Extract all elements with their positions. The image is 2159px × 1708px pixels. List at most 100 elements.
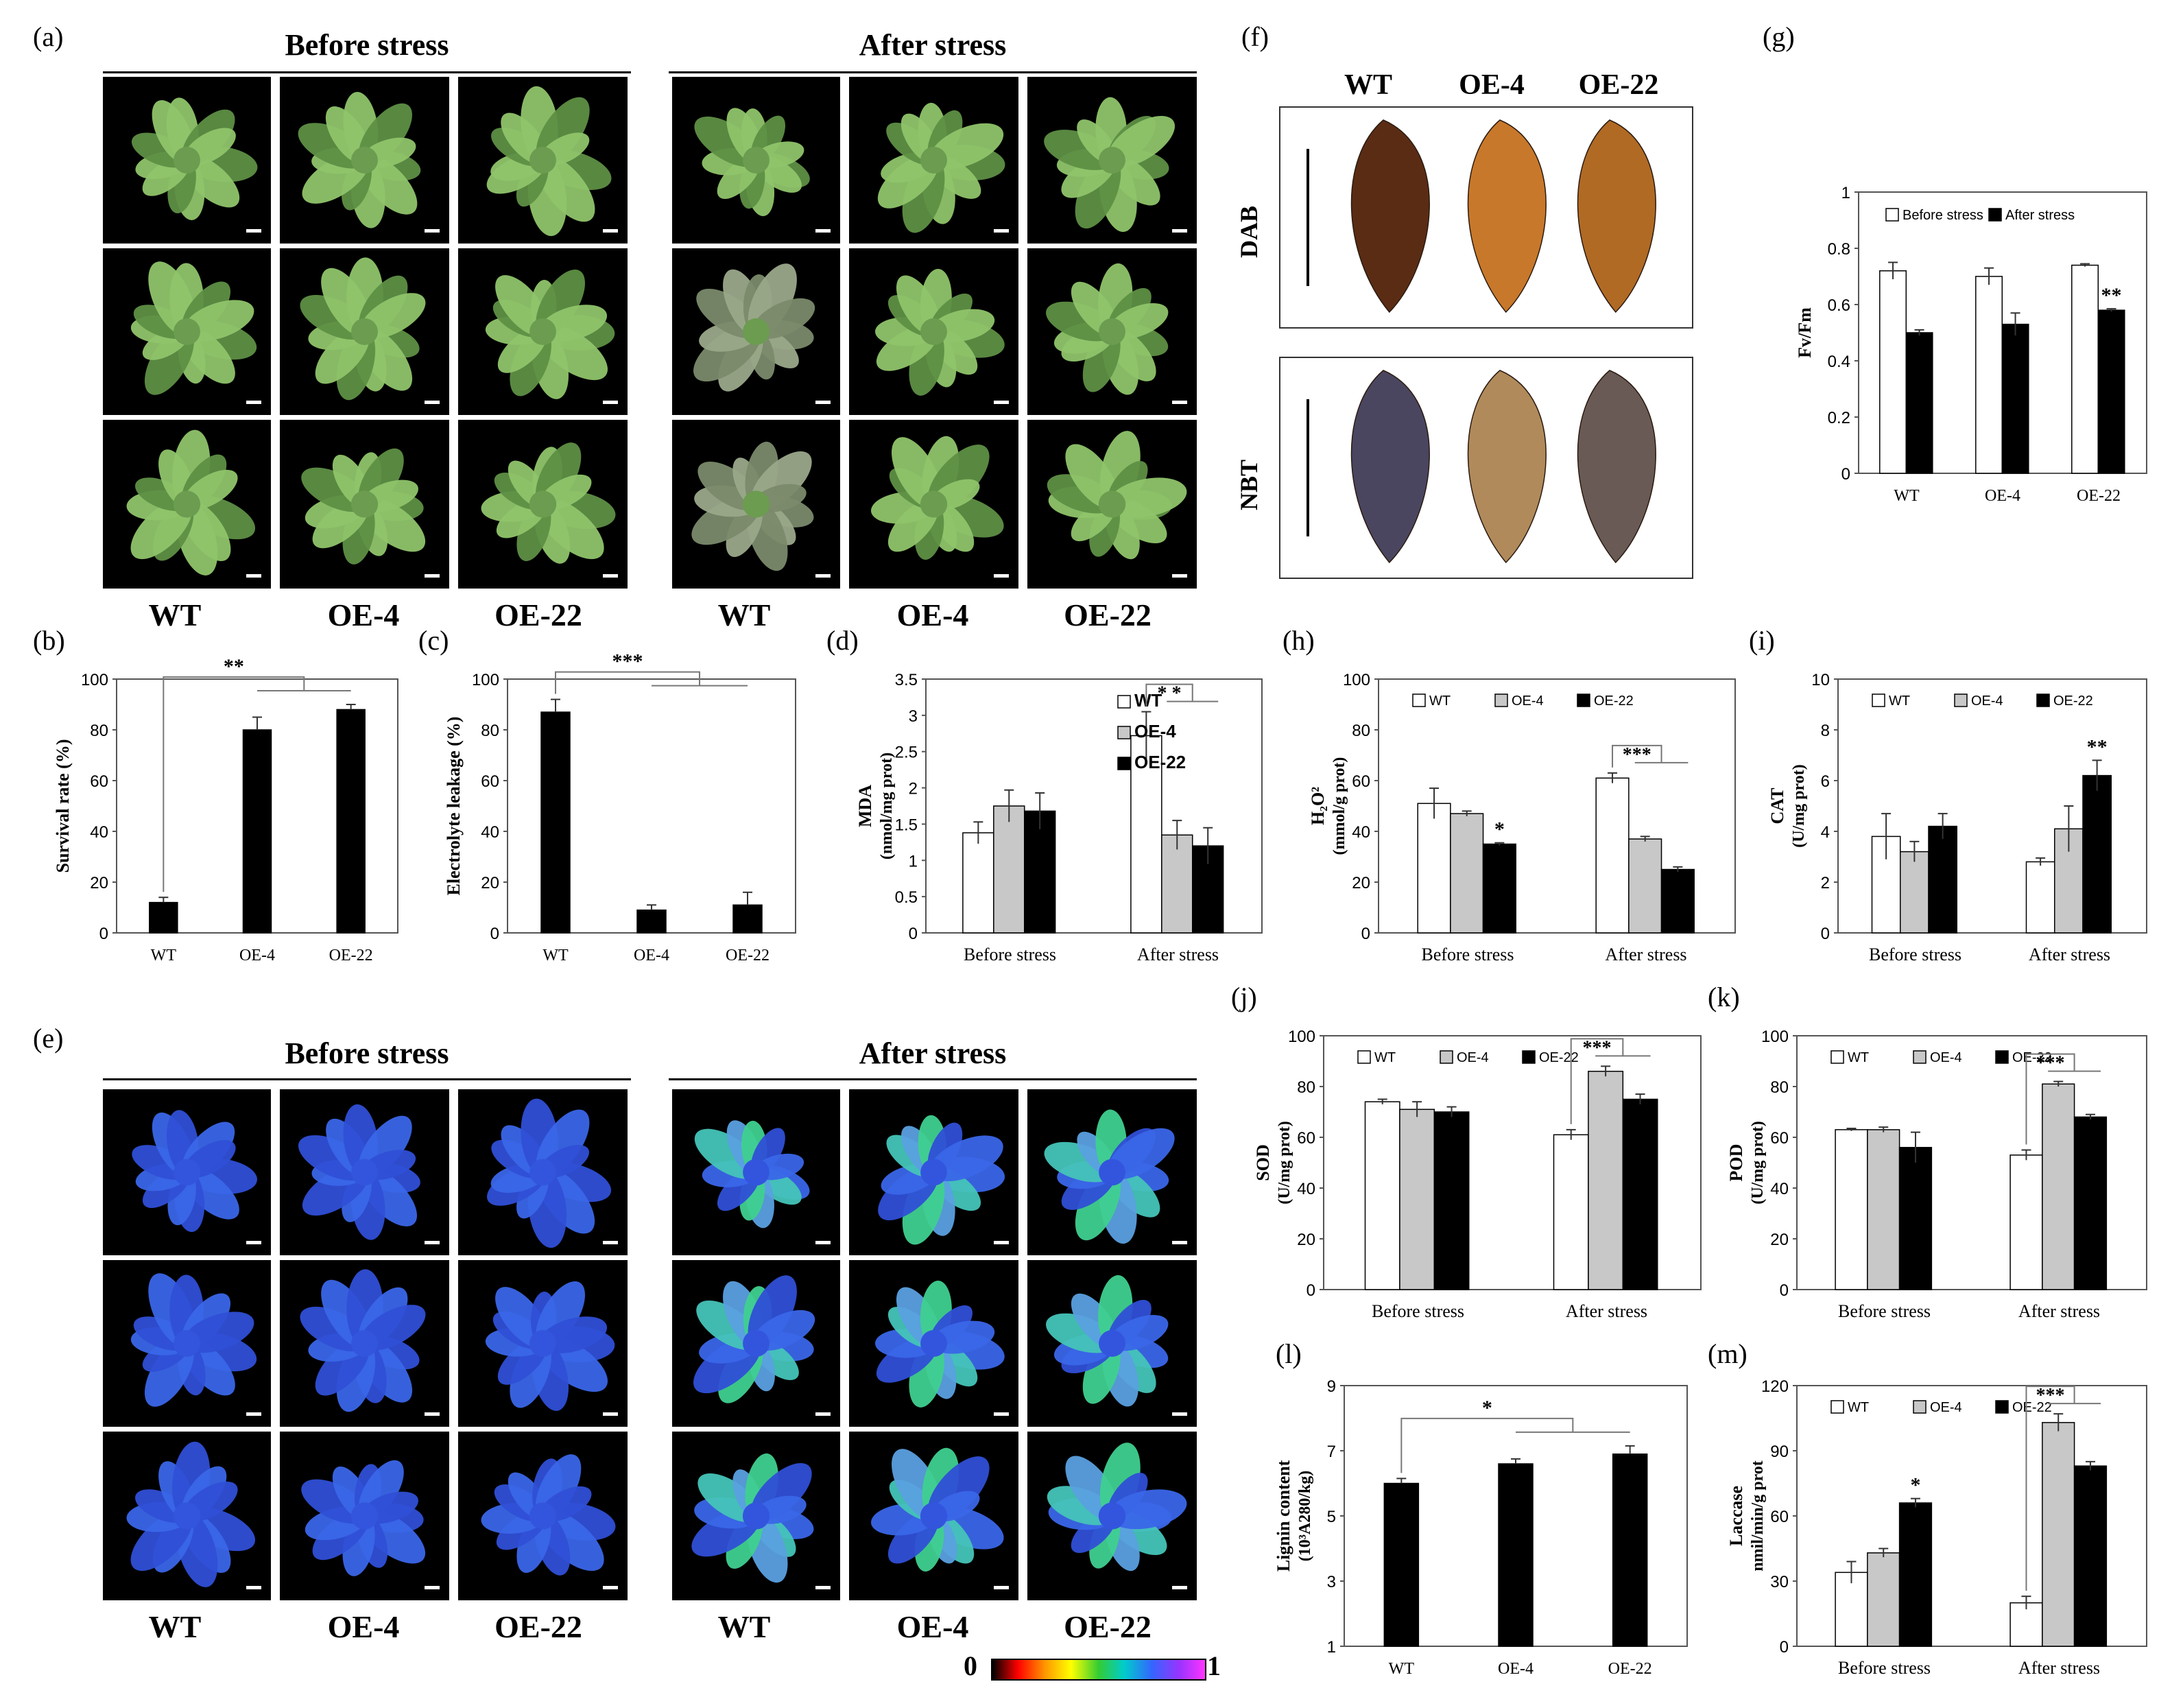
bar (2073, 1116, 2108, 1290)
plant-rendering (126, 1441, 256, 1587)
plant-rendering (878, 1115, 1005, 1245)
plant-photo (458, 77, 628, 244)
chart-k-pod: 0 20 40 60 80 100 POD (U/mg prot) WT OE-4 OE-22 Bef… (1701, 1015, 2154, 1338)
scale-bar (425, 1412, 440, 1416)
panel-label-m: (m) (1708, 1338, 1748, 1369)
plant-rendering (298, 92, 421, 228)
y-tick-label: 60 (1770, 1129, 1789, 1148)
plant-rendering (481, 442, 616, 564)
legend-label: WT (1889, 693, 1910, 709)
scale-bar (994, 1586, 1009, 1589)
genotype-label: OE-22 (1064, 1609, 1152, 1644)
bar (1482, 843, 1516, 934)
plant-photo (103, 1260, 271, 1427)
plant-photo (103, 77, 271, 244)
genotype-label: WT (148, 597, 202, 632)
bar (2025, 861, 2055, 934)
plant-rendering (1047, 431, 1187, 560)
bar (149, 901, 178, 934)
bar (1928, 825, 1957, 934)
x-tick-label: OE-22 (1608, 1660, 1652, 1678)
y-tick-label: 30 (1770, 1573, 1789, 1591)
y-axis-unit-label: (U/mg prot) (1749, 1121, 1767, 1205)
x-tick-label: Before stress (1838, 1658, 1931, 1678)
bar (1450, 813, 1484, 934)
y-tick-label: 60 (481, 772, 499, 791)
colorbar-max-label: 1 (1207, 1650, 1221, 1681)
plant-photo (849, 1432, 1018, 1600)
plant-photo (672, 1089, 840, 1255)
legend-label: OE-22 (1539, 1050, 1579, 1065)
plant-rendering (1046, 1274, 1169, 1407)
rosette-center (529, 1159, 556, 1186)
significance-bracket (1612, 744, 1662, 768)
y-tick-label: 8 (1821, 722, 1830, 740)
stain-label-nbt: NBT (1235, 460, 1263, 511)
rosette-center (920, 147, 947, 174)
significance-label: ** (2087, 735, 2108, 758)
rosette-center (743, 318, 770, 345)
y-tick-label: 60 (1352, 772, 1370, 791)
genotype-label: OE-22 (494, 597, 582, 632)
rosette-center (742, 490, 770, 518)
y-axis-unit-label: nmil/min/g prot (1749, 1460, 1767, 1571)
y-tick-label: 0 (490, 925, 499, 943)
plant-rendering (693, 1275, 815, 1403)
plant-rendering (691, 441, 814, 571)
significance-label: *** (612, 650, 643, 673)
chart-svg: 0 20 40 60 80 100 Electrolyte leakage (%) WT OE-… (444, 650, 796, 964)
plant-rendering (1044, 97, 1176, 233)
rosette-center (529, 318, 556, 345)
rosette-center (350, 1502, 379, 1530)
legend-label: WT (1429, 693, 1451, 709)
x-tick-label: WT (1894, 487, 1920, 505)
panel-label-k: (k) (1708, 982, 1740, 1012)
y-tick-label: 40 (1352, 823, 1370, 842)
plant-rendering (1044, 1109, 1175, 1244)
scale-bar (246, 574, 261, 578)
rosette-center (529, 490, 557, 518)
y-tick-label: 80 (1352, 722, 1370, 740)
plant-rendering (130, 1273, 257, 1407)
bar (1835, 1571, 1868, 1647)
legend-swatch (1577, 693, 1590, 707)
genotype-label: OE-4 (896, 1609, 969, 1644)
y-tick-label: 3.5 (895, 671, 918, 689)
panel-label-a: (a) (33, 21, 64, 52)
y-axis-label: SOD (1253, 1144, 1273, 1181)
plant-photo (1027, 1432, 1197, 1600)
plant-rendering (486, 86, 612, 237)
plant-photo (849, 77, 1018, 244)
legend-label: WT (1374, 1050, 1396, 1065)
legend-swatch (1913, 1400, 1927, 1414)
legend-label: OE-4 (1134, 721, 1176, 742)
legend-label: WT (1848, 1400, 1869, 1415)
y-tick-label: 0.6 (1828, 296, 1850, 315)
header-rule (103, 71, 631, 73)
plot-frame (1837, 678, 2147, 934)
chart-g-fvfm: 0 0.2 0.4 0.6 0.8 1 Fv/Fm Before stress After st… (1756, 62, 2154, 505)
rosette-center (350, 490, 379, 518)
chart-svg: 0 20 40 60 80 100 SOD (U/mg prot) WT OE-4 OE-22 Bef… (1253, 1028, 1702, 1321)
rosette-center (529, 147, 556, 174)
y-tick-label: 1 (1841, 184, 1850, 202)
stained-leaf (1467, 119, 1547, 313)
x-tick-label: After stress (1605, 945, 1686, 964)
y-tick-label: 0.4 (1828, 353, 1850, 371)
stain-genotype-label: OE-22 (1578, 69, 1659, 101)
plant-photo (280, 1432, 449, 1600)
bar (2042, 1083, 2075, 1290)
y-tick-label: 1.5 (895, 816, 918, 834)
x-tick-label: Before stress (1838, 1301, 1931, 1321)
plant-photo (849, 1260, 1018, 1427)
plant-rendering (131, 97, 258, 220)
legend-label: OE-4 (1457, 1050, 1489, 1065)
y-tick-label: 60 (90, 772, 108, 791)
bar (1364, 1101, 1400, 1290)
significance-bracket (2025, 1053, 2075, 1145)
bar (540, 711, 571, 934)
chart-b-survival-rate: 0 20 40 60 80 100 Survival rate (%) WT OE-4 OE-22… (27, 655, 411, 981)
plant-photo (672, 1432, 840, 1600)
plant-photo (458, 420, 628, 589)
legend-swatch (1988, 208, 2002, 222)
